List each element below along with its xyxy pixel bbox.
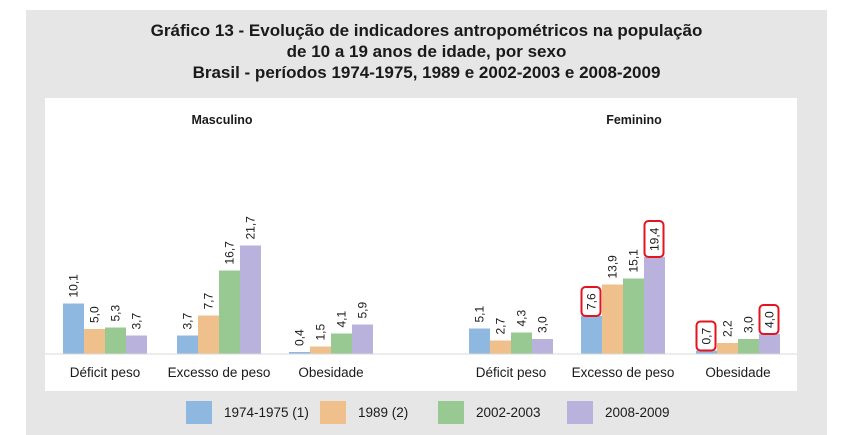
bar bbox=[759, 334, 780, 354]
legend-item-1974: 1974-1975 (1) bbox=[186, 398, 309, 426]
legend-swatch bbox=[186, 400, 212, 424]
data-label: 3,7 bbox=[130, 312, 144, 329]
plot-area bbox=[45, 98, 797, 391]
bar bbox=[738, 339, 759, 354]
bar bbox=[289, 352, 310, 354]
bar bbox=[490, 340, 511, 354]
chart-title-line-1: Gráfico 13 - Evolução de indicadores ant… bbox=[150, 21, 703, 40]
data-label: 4,3 bbox=[515, 309, 529, 326]
data-label: 2,7 bbox=[494, 317, 508, 334]
bar bbox=[63, 303, 84, 354]
category-label: Excesso de peso bbox=[168, 365, 271, 380]
bar bbox=[602, 284, 623, 354]
data-label: 5,0 bbox=[88, 306, 102, 323]
annotation-mark bbox=[580, 286, 602, 317]
panel-title: Feminino bbox=[606, 113, 662, 127]
legend-item-2008: 2008-2009 bbox=[567, 398, 670, 426]
bar bbox=[623, 278, 644, 354]
data-label: 0,4 bbox=[293, 329, 307, 346]
category-label: Obesidade bbox=[298, 365, 363, 380]
bar bbox=[105, 327, 126, 354]
chart-title-line-3: Brasil - períodos 1974-1975, 1989 e 2002… bbox=[192, 63, 661, 82]
data-label: 3,0 bbox=[536, 316, 550, 333]
bar bbox=[126, 335, 147, 354]
bar bbox=[717, 343, 738, 354]
data-label: 4,1 bbox=[335, 310, 349, 327]
bar bbox=[331, 333, 352, 354]
legend-item-1989: 1989 (2) bbox=[320, 398, 408, 426]
legend-label: 2008-2009 bbox=[605, 404, 670, 420]
bar bbox=[198, 315, 219, 354]
category-label: Excesso de peso bbox=[572, 365, 675, 380]
chart-title-line-2: de 10 a 19 anos de idade, por sexo bbox=[286, 42, 567, 61]
bar bbox=[240, 245, 261, 354]
data-label: 10,1 bbox=[67, 274, 81, 298]
legend-label: 1989 (2) bbox=[358, 404, 409, 420]
bar bbox=[469, 328, 490, 354]
chart-title: Gráfico 13 - Evolução de indicadores ant… bbox=[26, 20, 827, 83]
bar bbox=[644, 257, 665, 354]
data-label: 3,0 bbox=[742, 316, 756, 333]
data-label: 16,7 bbox=[223, 241, 237, 265]
bar bbox=[352, 324, 373, 354]
bars-layer: Masculino 10,1 5,0 5,3 3,7 Déficit peso 3,7 7,7… bbox=[45, 113, 797, 380]
legend-swatch bbox=[438, 400, 464, 424]
data-label: 19,4 bbox=[648, 227, 662, 251]
annotation-mark bbox=[643, 220, 665, 258]
bar bbox=[84, 329, 105, 354]
data-label: 2,2 bbox=[721, 320, 735, 337]
legend-swatch bbox=[320, 400, 346, 424]
data-label: 5,3 bbox=[109, 304, 123, 321]
data-label: 5,9 bbox=[356, 301, 370, 318]
annotation-mark bbox=[695, 320, 717, 352]
data-label: 4,0 bbox=[763, 311, 777, 328]
category-label: Déficit peso bbox=[476, 365, 547, 380]
bar bbox=[177, 335, 198, 354]
data-label: 0,7 bbox=[700, 327, 714, 344]
legend-item-2002: 2002-2003 bbox=[438, 398, 541, 426]
bar bbox=[219, 270, 240, 354]
data-label: 15,1 bbox=[627, 249, 641, 273]
bar bbox=[511, 332, 532, 354]
data-label: 3,7 bbox=[181, 312, 195, 329]
category-label: Obesidade bbox=[705, 365, 770, 380]
panel-title: Masculino bbox=[191, 113, 252, 127]
data-label: 21,7 bbox=[244, 216, 258, 240]
bar bbox=[532, 339, 553, 354]
annotation-mark bbox=[758, 304, 780, 335]
bar bbox=[696, 350, 717, 354]
bar bbox=[581, 316, 602, 354]
data-label: 7,7 bbox=[202, 292, 216, 309]
data-label: 7,6 bbox=[585, 293, 599, 310]
data-label: 1,5 bbox=[314, 323, 328, 340]
legend-label: 1974-1975 (1) bbox=[224, 404, 309, 420]
bar bbox=[310, 346, 331, 354]
data-label: 5,1 bbox=[473, 305, 487, 322]
category-label: Déficit peso bbox=[70, 365, 141, 380]
data-label: 13,9 bbox=[606, 255, 620, 279]
legend-label: 2002-2003 bbox=[476, 404, 541, 420]
legend-swatch bbox=[567, 400, 593, 424]
